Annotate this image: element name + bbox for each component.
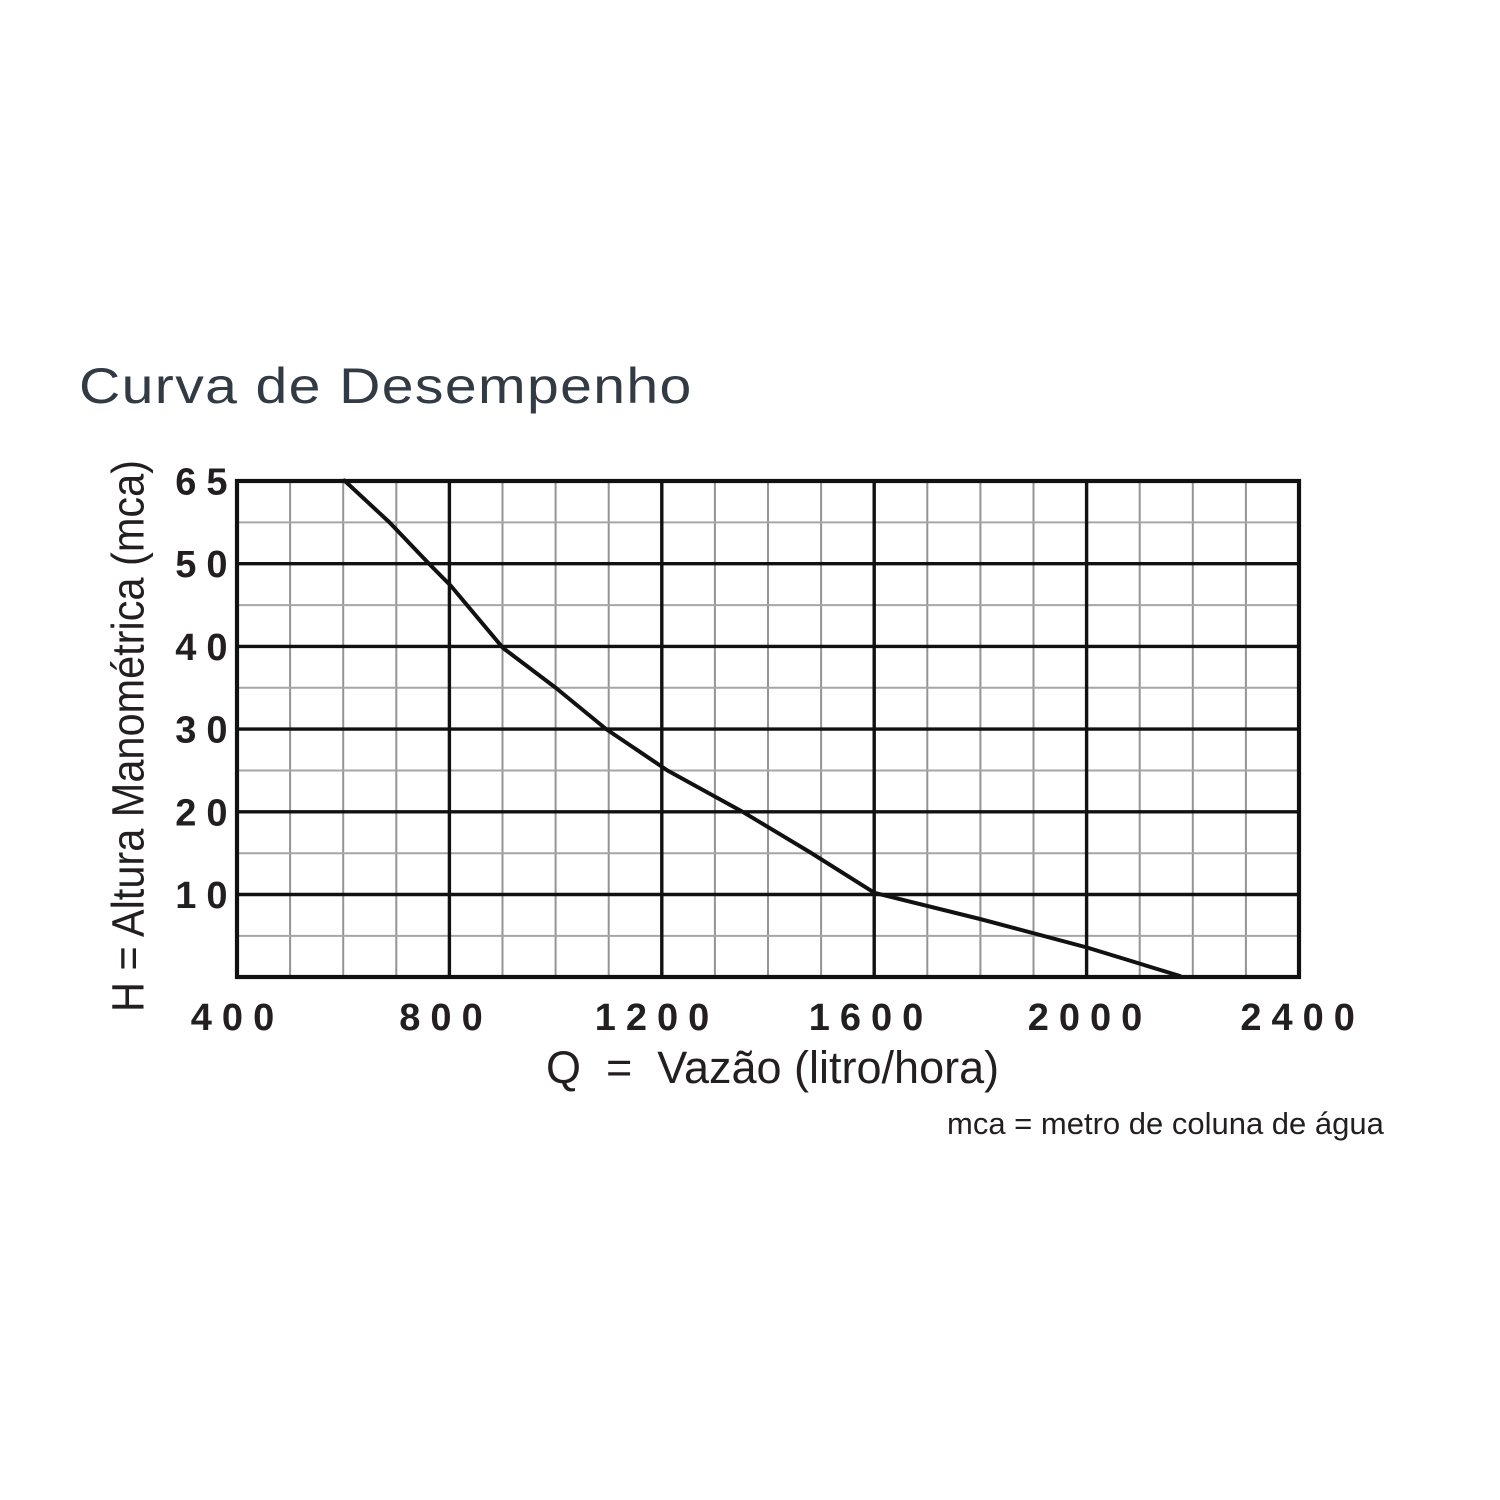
svg-text:10: 10 — [175, 875, 237, 917]
svg-text:1600: 1600 — [809, 997, 934, 1039]
svg-text:40: 40 — [175, 627, 237, 669]
svg-text:50: 50 — [175, 544, 237, 586]
svg-text:H = Altura Manométrica (mca): H = Altura Manométrica (mca) — [103, 460, 154, 1012]
svg-text:Q = Vazão (litro/hora): Q = Vazão (litro/hora) — [546, 1042, 999, 1093]
svg-text:mca = metro de coluna de água: mca = metro de coluna de água — [947, 1106, 1385, 1141]
svg-text:400: 400 — [191, 997, 284, 1039]
svg-text:30: 30 — [175, 710, 237, 752]
svg-text:Curva de Desempenho: Curva de Desempenho — [79, 358, 693, 414]
svg-text:800: 800 — [399, 997, 492, 1039]
svg-text:20: 20 — [175, 792, 237, 834]
svg-text:2400: 2400 — [1240, 997, 1365, 1039]
svg-text:1200: 1200 — [595, 997, 720, 1039]
svg-text:65: 65 — [175, 462, 237, 504]
svg-text:2000: 2000 — [1028, 997, 1153, 1039]
